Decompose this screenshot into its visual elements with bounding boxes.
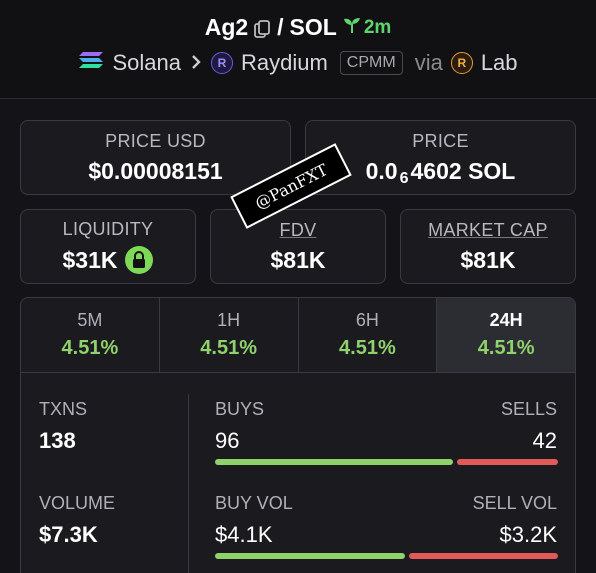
price-native-card: PRICE 0.0 6 4602 SOL (305, 120, 576, 195)
column-divider (188, 394, 189, 573)
tab-5m[interactable]: 5M 4.51% (21, 298, 160, 372)
market-cap-label[interactable]: MARKET CAP (428, 219, 548, 240)
copy-icon[interactable] (254, 18, 271, 38)
solana-logo-icon (78, 50, 104, 76)
price-suffix: 4602 SOL (410, 157, 516, 184)
sell-volume-bar (409, 553, 558, 559)
volume-label: VOLUME (39, 493, 116, 513)
price-native-label: PRICE (412, 130, 469, 151)
price-zero-count: 6 (399, 170, 409, 187)
buys-label: BUYS (215, 399, 265, 419)
timeframe-tabs: 5M 4.51% 1H 4.51% 6H 4.51% 24H 4.51% (21, 298, 575, 373)
age-value: 2m (363, 16, 392, 38)
fdv-value: $81K (270, 246, 326, 273)
liquidity-label: LIQUIDITY (62, 219, 154, 239)
launchpad-logo-icon: R (450, 52, 473, 74)
sells-value: 42 (532, 428, 557, 453)
tab-label: 1H (217, 310, 241, 330)
txns-label: TXNS (39, 399, 88, 419)
tab-change: 4.51% (339, 337, 396, 359)
stats-panel: 5M 4.51% 1H 4.51% 6H 4.51% 24H 4.51% TXN… (20, 297, 576, 573)
fdv-card[interactable]: FDV $81K (210, 209, 386, 284)
chain-link[interactable]: Solana (112, 50, 181, 75)
market-cap-card[interactable]: MARKET CAP $81K (400, 209, 576, 284)
tab-label: 6H (355, 310, 379, 330)
tab-6h[interactable]: 6H 4.51% (299, 298, 438, 372)
price-usd-label: PRICE USD (105, 130, 206, 151)
liquidity-value-row: $31K (63, 246, 154, 274)
liquidity-value: $31K (62, 246, 118, 273)
buy-vol-value: $4.1K (215, 522, 273, 547)
buys-bar (215, 459, 453, 465)
pair-header: Ag2 / SOL 2m Solana R Raydium CPMM via R… (0, 0, 596, 99)
tab-change: 4.51% (61, 337, 119, 359)
buys-value: 96 (215, 428, 240, 453)
via-label: via (414, 50, 443, 75)
tab-1h[interactable]: 1H 4.51% (160, 298, 299, 372)
tab-label: 5M (77, 310, 103, 330)
pool-type-badge: CPMM (339, 51, 403, 75)
sell-vol-label: SELL VOL (472, 493, 557, 513)
market-cap-value: $81K (460, 246, 516, 273)
liquidity-card: LIQUIDITY $31K (20, 209, 196, 284)
pair-title: Ag2 / SOL 2m (0, 14, 596, 41)
pair-breadcrumb: Solana R Raydium CPMM via R Lab (0, 50, 596, 76)
price-usd-value: $0.00008151 (88, 157, 223, 184)
sells-label: SELLS (500, 399, 557, 419)
price-usd-card: PRICE USD $0.00008151 (20, 120, 291, 195)
tab-change: 4.51% (477, 337, 535, 359)
lock-icon[interactable] (125, 246, 154, 274)
dex-link[interactable]: Raydium (240, 50, 328, 75)
tab-change: 4.51% (200, 337, 257, 359)
buy-vol-label: BUY VOL (215, 493, 293, 513)
chevron-right-icon (189, 50, 203, 76)
quote-token-symbol: SOL (289, 14, 337, 40)
pair-separator: / (277, 14, 284, 40)
buy-volume-bar (215, 553, 405, 559)
tab-24h[interactable]: 24H 4.51% (437, 298, 575, 372)
sell-vol-value: $3.2K (499, 522, 558, 547)
seedling-icon (343, 16, 361, 40)
volume-value: $7.3K (39, 522, 98, 547)
tab-label: 24H (489, 310, 523, 330)
base-token-symbol: Ag2 (204, 14, 249, 40)
pair-age: 2m (343, 16, 391, 40)
price-prefix: 0.0 (365, 157, 398, 184)
sells-bar (457, 459, 558, 465)
fdv-label[interactable]: FDV (279, 219, 317, 240)
txns-value: 138 (39, 428, 76, 453)
launchpad-link[interactable]: Lab (480, 50, 518, 75)
raydium-logo-icon: R (210, 52, 233, 74)
price-native-value: 0.0 6 4602 SOL (365, 157, 516, 188)
